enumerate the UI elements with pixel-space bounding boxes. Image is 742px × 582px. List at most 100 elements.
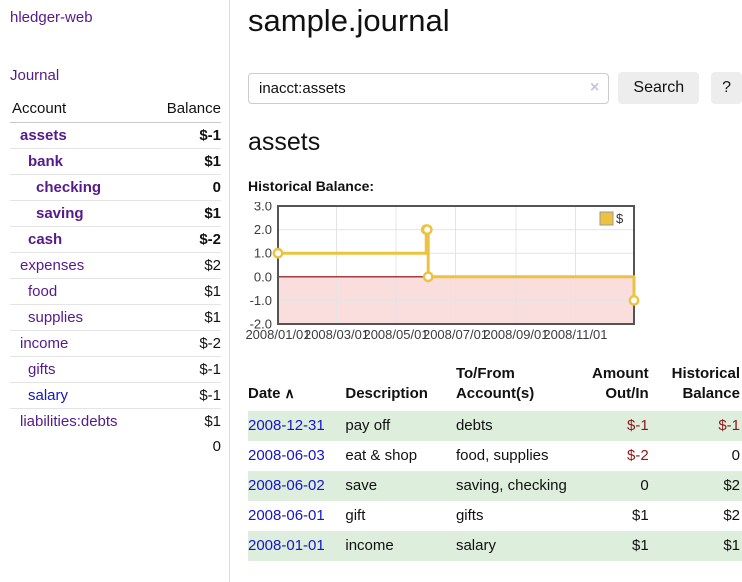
account-row: bank $1 — [10, 148, 221, 175]
x-axis-label: 2008/03/01 — [304, 327, 369, 342]
transaction-row: 2008-06-02 save saving, checking 0 $2 — [248, 471, 742, 501]
account-balance: $1 — [150, 408, 221, 434]
account-link[interactable]: saving — [36, 205, 84, 222]
account-name-cell: gifts — [10, 356, 151, 383]
sort-asc-icon: ∧ — [284, 385, 295, 401]
register-header-accounts: To/From Account(s) — [455, 365, 535, 402]
account-link[interactable]: food — [28, 283, 58, 300]
account-name-cell: assets — [10, 123, 150, 149]
sidebar-item-journal[interactable]: Journal — [10, 67, 60, 84]
account-link[interactable]: liabilities:debts — [20, 413, 118, 430]
transaction-amount: $-1 — [626, 417, 649, 434]
account-balance: $1 — [150, 148, 221, 175]
account-row: assets $-1 — [10, 123, 221, 149]
account-balance: $-2 — [150, 226, 221, 253]
search-bar: × Search ? — [248, 72, 742, 104]
accounts-total-value: 0 — [212, 438, 221, 455]
y-axis-label: -2.0 — [250, 317, 272, 332]
search-input-wrap: × — [248, 72, 610, 104]
transaction-balance: $1 — [723, 537, 740, 554]
account-row: supplies $1 — [10, 304, 221, 331]
account-name-cell: supplies — [10, 304, 151, 331]
register-table: Date ∧ Description To/From Account(s) Amo… — [248, 364, 742, 561]
transaction-description: income — [345, 537, 394, 554]
account-balance: $-1 — [199, 127, 221, 144]
transaction-balance: 0 — [731, 447, 740, 464]
x-axis-label: 2008/05/01 — [363, 327, 428, 342]
account-link[interactable]: cash — [28, 231, 63, 248]
account-link[interactable]: supplies — [28, 309, 84, 326]
account-balance: $1 — [150, 304, 221, 331]
account-balance: 0 — [150, 174, 221, 201]
transaction-date-link[interactable]: 2008-12-31 — [248, 417, 325, 434]
transaction-description: gift — [345, 507, 366, 524]
y-axis-label: 0.0 — [254, 269, 272, 284]
transaction-amount: 0 — [640, 477, 649, 494]
clear-search-icon[interactable]: × — [590, 78, 600, 96]
account-link[interactable]: salary — [28, 387, 69, 404]
data-point-marker — [628, 295, 640, 306]
transaction-date-link[interactable]: 2008-01-01 — [248, 537, 325, 554]
account-link[interactable]: assets — [20, 127, 67, 144]
accounts-total-spacer — [10, 434, 150, 459]
account-row: checking 0 — [10, 174, 221, 201]
register-header-date[interactable]: Date ∧ — [248, 385, 295, 402]
register-header-balance: Historical Balance — [671, 365, 740, 402]
account-row: cash $-2 — [10, 226, 221, 253]
transaction-date-link[interactable]: 2008-06-01 — [248, 507, 325, 524]
x-axis-label: 2008/07/01 — [423, 327, 488, 342]
transaction-date-link[interactable]: 2008-06-02 — [248, 477, 325, 494]
transaction-accounts: gifts — [455, 507, 484, 524]
account-row: income $-2 — [10, 330, 221, 357]
account-name-cell: checking — [10, 174, 151, 201]
help-button[interactable]: ? — [711, 72, 742, 104]
x-axis-label: 2008/09/01 — [483, 327, 548, 342]
transaction-date-link[interactable]: 2008-06-03 — [248, 447, 325, 464]
chart-title: Historical Balance: — [248, 178, 375, 194]
app-brand-link[interactable]: hledger-web — [10, 9, 93, 26]
account-link[interactable]: checking — [36, 179, 102, 196]
transaction-accounts: saving, checking — [455, 477, 567, 494]
y-axis-label: 1.0 — [254, 246, 272, 261]
account-row: food $1 — [10, 278, 221, 305]
account-row: saving $1 — [10, 200, 221, 227]
account-name-cell: saving — [10, 200, 151, 227]
account-link[interactable]: bank — [28, 153, 64, 170]
accounts-header-account: Account — [10, 98, 151, 123]
register-header-description: Description — [345, 385, 428, 402]
account-link[interactable]: gifts — [28, 361, 56, 378]
account-balance: $1 — [150, 278, 221, 305]
transaction-amount: $1 — [631, 537, 649, 554]
transaction-description: pay off — [345, 417, 391, 434]
account-balance: $-1 — [150, 356, 221, 383]
register-header-amount: Amount Out/In — [592, 365, 649, 402]
account-name-cell: liabilities:debts — [10, 408, 151, 434]
transaction-amount: $1 — [631, 507, 649, 524]
transaction-date-cell: 2008-06-03 — [248, 441, 345, 471]
transaction-description: save — [345, 477, 378, 494]
accounts-header-balance: Balance — [150, 98, 221, 123]
transaction-row: 2008-12-31 pay off debts $-1 $-1 — [248, 411, 742, 441]
account-link[interactable]: income — [20, 335, 69, 352]
register-header-row: Date ∧ Description To/From Account(s) Amo… — [248, 364, 742, 411]
search-input[interactable] — [248, 72, 610, 104]
sidebar: hledger-web Journal Account Balance asse… — [0, 0, 230, 582]
data-point-marker — [272, 247, 284, 259]
account-link[interactable]: expenses — [20, 257, 85, 274]
search-button[interactable]: Search — [618, 72, 700, 104]
account-name-cell: bank — [10, 148, 151, 175]
transaction-row: 2008-01-01 income salary $1 $1 — [248, 531, 742, 561]
y-axis-label: 2.0 — [254, 222, 272, 237]
page-title: sample.journal — [248, 3, 450, 38]
transaction-accounts: food, supplies — [455, 447, 549, 464]
account-balance: $2 — [150, 252, 221, 279]
transaction-row: 2008-06-01 gift gifts $1 $2 — [248, 501, 742, 531]
account-name-cell: food — [10, 278, 151, 305]
main-content: sample.journal × Search ? assets Histori… — [230, 0, 742, 582]
transaction-accounts: salary — [455, 537, 496, 554]
chart-svg: $3.0 2.0 1.0 0.0 -1.0 -2.02008/01/012008/03/0… — [245, 199, 640, 342]
account-balance: $-2 — [150, 330, 221, 357]
x-axis-label: 2008/11/01 — [543, 327, 607, 342]
legend-swatch — [599, 211, 614, 226]
